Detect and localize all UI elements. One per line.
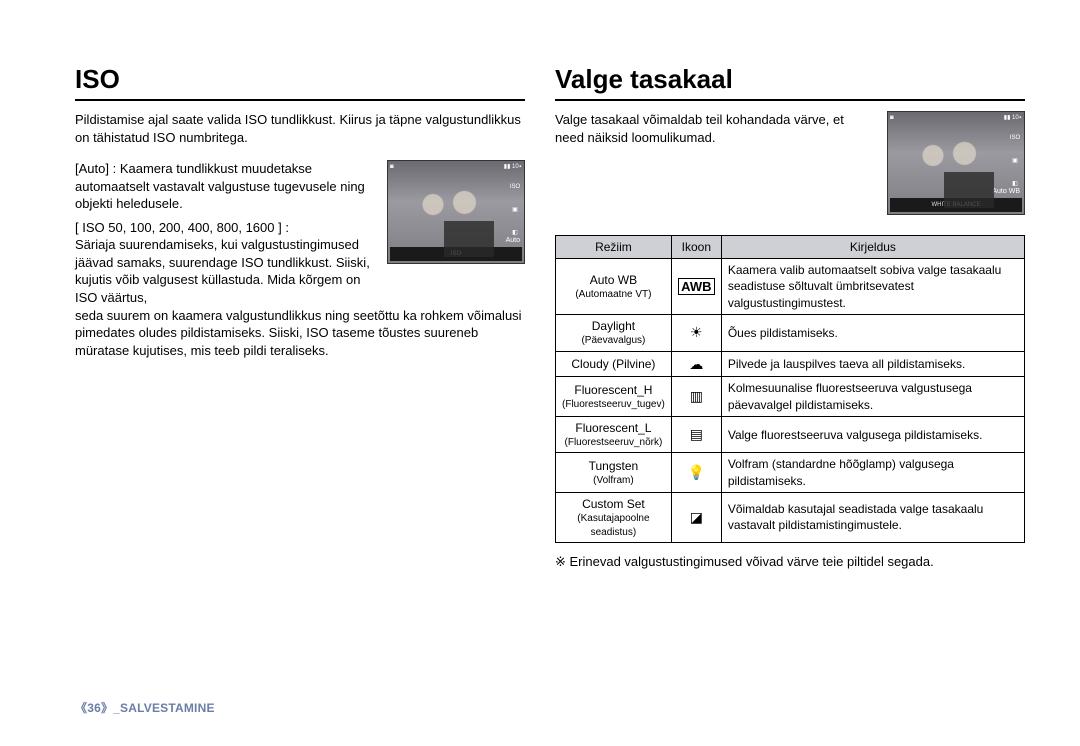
wb-mode-cell: Cloudy (Pilvine) <box>556 351 672 377</box>
page-number: 36 <box>87 701 101 715</box>
iso-heading: ISO <box>75 62 525 101</box>
wb-desc-cell: Volfram (standardne hõõglamp) valgusega … <box>721 453 1024 492</box>
wb-desc-cell: Õues pildistamiseks. <box>721 314 1024 351</box>
wb-icon-cell: AWB <box>671 259 721 315</box>
wb-heading: Valge tasakaal <box>555 62 1025 101</box>
table-row: Custom Set(Kasutajapoolne seadistus)◪Või… <box>556 492 1025 542</box>
iso-thumb-strip: ISO <box>451 250 461 258</box>
iso-auto-label: [Auto] : <box>75 161 116 176</box>
table-row: Tungsten(Volfram)💡Volfram (standardne hõ… <box>556 453 1025 492</box>
table-row: Fluorescent_H(Fluorestseeruv_tugev)▥Kolm… <box>556 377 1025 416</box>
iso-auto-text: Kaamera tundlikkust muudetakse automaats… <box>75 161 365 211</box>
wb-mode-cell: Tungsten(Volfram) <box>556 453 672 492</box>
wb-icon-cell: ▤ <box>671 416 721 453</box>
wb-mode-cell: Auto WB(Automaatne VT) <box>556 259 672 315</box>
wb-icon-cell: ☀ <box>671 314 721 351</box>
table-row: Fluorescent_L(Fluorestseeruv_nõrk)▤Valge… <box>556 416 1025 453</box>
wb-th-desc: Kirjeldus <box>721 236 1024 259</box>
wb-th-mode: Režiim <box>556 236 672 259</box>
iso-rest-text: seda suurem on kaamera valgustundlikkus … <box>75 307 525 360</box>
wb-desc-cell: Kolmesuunalise fluorestseeruva valgustus… <box>721 377 1024 416</box>
iso-preview-thumb: ◙▮▮ 10٭ ISO▣◧ ISO Auto <box>387 160 525 264</box>
iso-values-text: Säriaja suurendamiseks, kui valgustustin… <box>75 237 370 305</box>
wb-icon-cell: ◪ <box>671 492 721 542</box>
wb-mode-cell: Custom Set(Kasutajapoolne seadistus) <box>556 492 672 542</box>
wb-desc-cell: Valge fluorestseeruva valgusega pildista… <box>721 416 1024 453</box>
wb-desc-cell: Pilvede ja lauspilves taeva all pildista… <box>721 351 1024 377</box>
section-name: _SALVESTAMINE <box>113 701 215 715</box>
table-row: Cloudy (Pilvine)☁Pilvede ja lauspilves t… <box>556 351 1025 377</box>
wb-desc-cell: Kaamera valib automaatselt sobiva valge … <box>721 259 1024 315</box>
iso-intro: Pildistamise ajal saate valida ISO tundl… <box>75 111 525 146</box>
iso-thumb-label: Auto <box>506 236 520 245</box>
table-row: Daylight(Päevavalgus)☀Õues pildistamisek… <box>556 314 1025 351</box>
table-row: Auto WB(Automaatne VT)AWBKaamera valib a… <box>556 259 1025 315</box>
wb-mode-cell: Fluorescent_L(Fluorestseeruv_nõrk) <box>556 416 672 453</box>
page-footer: 《36》_SALVESTAMINE <box>75 700 215 716</box>
wb-icon-cell: ▥ <box>671 377 721 416</box>
iso-values-label: [ ISO 50, 100, 200, 400, 800, 1600 ] : <box>75 220 289 235</box>
wb-icon-cell: ☁ <box>671 351 721 377</box>
wb-thumb-title: WHITE BALANCE <box>931 201 980 209</box>
iso-body: ◙▮▮ 10٭ ISO▣◧ ISO Auto [Auto] : Kaamera … <box>75 160 525 359</box>
wb-icon-cell: 💡 <box>671 453 721 492</box>
wb-footnote: ※ Erinevad valgustustingimused võivad vä… <box>555 553 1025 571</box>
wb-mode-cell: Daylight(Päevavalgus) <box>556 314 672 351</box>
wb-thumb-label: Auto WB <box>992 187 1020 196</box>
wb-desc-cell: Võimaldab kasutajal seadistada valge tas… <box>721 492 1024 542</box>
wb-th-icon: Ikoon <box>671 236 721 259</box>
wb-intro: Valge tasakaal võimaldab teil kohandada … <box>555 111 845 146</box>
wb-mode-cell: Fluorescent_H(Fluorestseeruv_tugev) <box>556 377 672 416</box>
wb-preview-thumb: ◙▮▮ 10٭ ISO▣◧ WHITE BALANCE Auto WB <box>887 111 1025 215</box>
wb-table: Režiim Ikoon Kirjeldus Auto WB(Automaatn… <box>555 235 1025 543</box>
